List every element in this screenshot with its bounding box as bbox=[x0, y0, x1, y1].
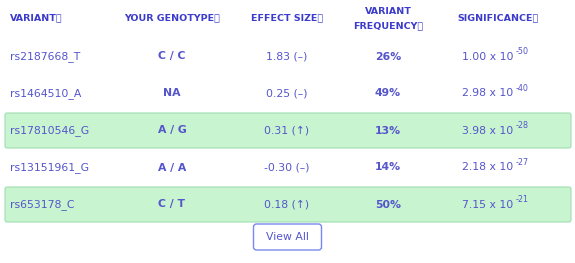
Text: 1.00 x 10: 1.00 x 10 bbox=[462, 52, 513, 62]
Text: 49%: 49% bbox=[375, 89, 401, 99]
Text: rs653178_C: rs653178_C bbox=[10, 199, 75, 210]
Text: -28: -28 bbox=[516, 121, 528, 130]
Text: EFFECT SIZEⓘ: EFFECT SIZEⓘ bbox=[251, 13, 323, 23]
Text: SIGNIFICANCEⓘ: SIGNIFICANCEⓘ bbox=[457, 13, 539, 23]
Text: 2.18 x 10: 2.18 x 10 bbox=[462, 163, 513, 173]
Text: FREQUENCYⓘ: FREQUENCYⓘ bbox=[353, 22, 423, 31]
Text: -27: -27 bbox=[515, 158, 528, 167]
Text: VARIANT: VARIANT bbox=[365, 8, 412, 17]
Text: NA: NA bbox=[163, 89, 181, 99]
Text: 0.18 (↑): 0.18 (↑) bbox=[264, 200, 309, 210]
Text: 3.98 x 10: 3.98 x 10 bbox=[462, 125, 513, 135]
FancyBboxPatch shape bbox=[5, 187, 571, 222]
Text: A / A: A / A bbox=[158, 163, 186, 173]
Text: 14%: 14% bbox=[375, 163, 401, 173]
Text: YOUR GENOTYPEⓘ: YOUR GENOTYPEⓘ bbox=[124, 13, 220, 23]
Text: rs1464510_A: rs1464510_A bbox=[10, 88, 82, 99]
Text: C / T: C / T bbox=[159, 200, 186, 210]
FancyBboxPatch shape bbox=[254, 224, 321, 250]
Text: -40: -40 bbox=[516, 84, 528, 93]
Text: 50%: 50% bbox=[375, 200, 401, 210]
FancyBboxPatch shape bbox=[5, 113, 571, 148]
Text: 26%: 26% bbox=[375, 52, 401, 62]
Text: rs13151961_G: rs13151961_G bbox=[10, 162, 89, 173]
Text: 2.98 x 10: 2.98 x 10 bbox=[462, 89, 513, 99]
Text: 1.83 (–): 1.83 (–) bbox=[266, 52, 308, 62]
Text: rs2187668_T: rs2187668_T bbox=[10, 51, 81, 62]
Text: rs17810546_G: rs17810546_G bbox=[10, 125, 89, 136]
Text: -21: -21 bbox=[516, 195, 528, 204]
Text: VARIANTⓘ: VARIANTⓘ bbox=[10, 13, 63, 23]
Text: View All: View All bbox=[266, 232, 309, 242]
Text: 13%: 13% bbox=[375, 125, 401, 135]
Text: 0.31 (↑): 0.31 (↑) bbox=[264, 125, 309, 135]
Text: 0.25 (–): 0.25 (–) bbox=[266, 89, 308, 99]
Text: 7.15 x 10: 7.15 x 10 bbox=[462, 200, 513, 210]
Text: A / G: A / G bbox=[158, 125, 186, 135]
Text: -50: -50 bbox=[516, 47, 528, 56]
Text: -0.30 (–): -0.30 (–) bbox=[264, 163, 310, 173]
Text: C / C: C / C bbox=[158, 52, 186, 62]
